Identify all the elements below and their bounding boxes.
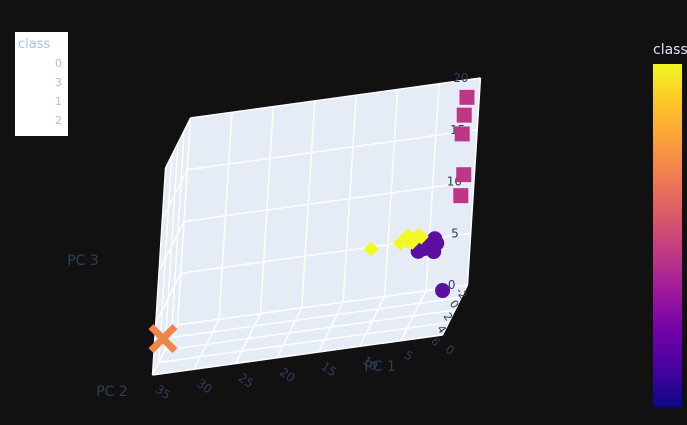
- legend-entry[interactable]: 3: [55, 76, 62, 89]
- z-tick-label: 20: [453, 71, 468, 85]
- legend: class 0 3 1 2: [15, 32, 68, 136]
- y-gridline: [158, 155, 173, 363]
- data-point-class-2: [456, 107, 472, 123]
- data-point-class-2: [459, 89, 475, 105]
- y-gridline: [177, 284, 468, 326]
- legend-entry[interactable]: 0: [55, 57, 62, 70]
- point-layer: [148, 89, 475, 354]
- data-point-class-0: [427, 231, 443, 247]
- x-tick-label: 5: [401, 348, 415, 364]
- x-axis-label: PC 1: [364, 359, 396, 375]
- z-gridline: [187, 129, 478, 171]
- data-point-class-0: [435, 283, 451, 299]
- z-axis-label: PC 3: [67, 253, 99, 269]
- data-point-class-2: [454, 126, 470, 142]
- z-gridline: [190, 77, 481, 119]
- data-point-class-1: [363, 241, 379, 257]
- x-tick-label: 35: [153, 382, 174, 402]
- z-gridline: [183, 180, 475, 223]
- y-gridline: [158, 321, 449, 364]
- z-tick-label: 0: [448, 278, 456, 292]
- legend-entry[interactable]: 2: [55, 114, 62, 127]
- x-tick-label: 0: [443, 342, 457, 358]
- data-point-class-2: [456, 167, 472, 183]
- colorbar-title: class: [653, 42, 687, 58]
- y-gridline: [164, 309, 456, 351]
- y-gridline: [171, 296, 462, 339]
- y-gridline: [176, 117, 192, 326]
- scene-layer: [151, 77, 482, 376]
- data-point-class-2: [453, 188, 469, 204]
- x-tick-label: 20: [277, 365, 298, 385]
- x-tick-label: 15: [318, 359, 339, 379]
- data-point-class-1: [400, 228, 416, 244]
- y-gridline: [151, 167, 167, 376]
- y-gridline: [164, 142, 179, 351]
- x-tick-label: 25: [236, 371, 257, 391]
- y-axis-label: PC 2: [96, 384, 128, 400]
- legend-title: class: [18, 37, 51, 52]
- x-marker-stroke: [148, 324, 178, 354]
- colorbar: [653, 64, 682, 407]
- data-point-class-1: [392, 235, 408, 251]
- data-point-class-3: [148, 324, 178, 354]
- z-tick-label: 5: [451, 226, 459, 240]
- legend-entry[interactable]: 1: [55, 95, 62, 108]
- x-tick-label: 30: [194, 376, 215, 396]
- y-gridline: [170, 130, 185, 338]
- y-gridline: [152, 334, 443, 376]
- data-point-class-0: [426, 244, 442, 260]
